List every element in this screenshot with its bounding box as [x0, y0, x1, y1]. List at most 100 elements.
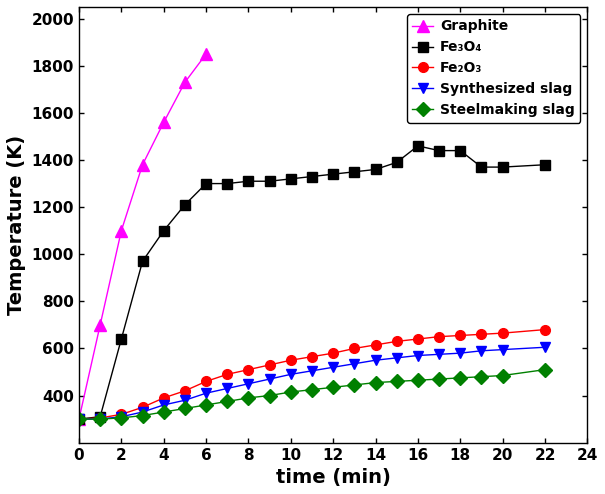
Steelmaking slag	[224, 399, 231, 405]
Fe₂O₃	[182, 388, 189, 394]
Steelmaking slag	[182, 406, 189, 412]
Line: Fe₃O₄: Fe₃O₄	[74, 141, 550, 424]
Fe₂O₃	[203, 378, 210, 384]
Fe₃O₄	[457, 148, 464, 154]
Fe₃O₄	[118, 336, 125, 342]
Steelmaking slag	[287, 389, 295, 395]
Synthesized slag	[372, 357, 379, 363]
Graphite	[182, 80, 189, 85]
X-axis label: time (min): time (min)	[276, 468, 391, 487]
Line: Graphite: Graphite	[73, 48, 212, 425]
Fe₂O₃	[97, 415, 104, 421]
Steelmaking slag	[414, 377, 422, 383]
Steelmaking slag	[160, 409, 168, 415]
Fe₂O₃	[478, 331, 485, 337]
Synthesized slag	[287, 371, 295, 377]
Fe₃O₄	[541, 162, 549, 167]
Fe₃O₄	[436, 148, 443, 154]
Synthesized slag	[182, 397, 189, 403]
Synthesized slag	[97, 416, 104, 422]
Graphite	[76, 416, 83, 422]
Synthesized slag	[414, 353, 422, 359]
Line: Fe₂O₃: Fe₂O₃	[74, 325, 550, 424]
Synthesized slag	[499, 347, 506, 353]
Synthesized slag	[118, 414, 125, 420]
Synthesized slag	[160, 402, 168, 408]
Fe₂O₃	[541, 327, 549, 332]
Synthesized slag	[351, 361, 358, 367]
Steelmaking slag	[478, 374, 485, 380]
Synthesized slag	[330, 364, 337, 370]
Steelmaking slag	[139, 412, 146, 418]
Fe₃O₄	[266, 178, 273, 184]
Line: Synthesized slag: Synthesized slag	[74, 342, 550, 424]
Fe₃O₄	[224, 181, 231, 187]
Fe₂O₃	[414, 336, 422, 342]
Fe₂O₃	[76, 416, 83, 422]
Fe₃O₄	[203, 181, 210, 187]
Steelmaking slag	[266, 393, 273, 399]
Steelmaking slag	[330, 384, 337, 390]
Graphite	[139, 162, 146, 167]
Fe₃O₄	[97, 414, 104, 420]
Fe₃O₄	[330, 171, 337, 177]
Steelmaking slag	[372, 379, 379, 385]
Fe₂O₃	[139, 405, 146, 411]
Fe₃O₄	[393, 160, 401, 165]
Fe₂O₃	[160, 395, 168, 401]
Fe₃O₄	[182, 202, 189, 208]
Steelmaking slag	[76, 416, 83, 422]
Steelmaking slag	[118, 415, 125, 421]
Fe₃O₄	[309, 173, 316, 179]
Steelmaking slag	[351, 382, 358, 388]
Fe₂O₃	[330, 350, 337, 356]
Fe₂O₃	[457, 332, 464, 338]
Legend: Graphite, Fe₃O₄, Fe₂O₃, Synthesized slag, Steelmaking slag: Graphite, Fe₃O₄, Fe₂O₃, Synthesized slag…	[407, 14, 580, 123]
Fe₂O₃	[118, 412, 125, 417]
Fe₂O₃	[351, 345, 358, 351]
Synthesized slag	[139, 409, 146, 415]
Synthesized slag	[436, 351, 443, 357]
Fe₂O₃	[499, 330, 506, 336]
Fe₃O₄	[139, 258, 146, 264]
Graphite	[160, 120, 168, 125]
Fe₂O₃	[372, 342, 379, 348]
Synthesized slag	[457, 350, 464, 356]
Fe₂O₃	[436, 333, 443, 339]
Graphite	[203, 51, 210, 57]
Y-axis label: Temperature (K): Temperature (K)	[7, 135, 26, 315]
Synthesized slag	[203, 390, 210, 396]
Steelmaking slag	[393, 378, 401, 384]
Fe₃O₄	[160, 228, 168, 234]
Graphite	[97, 322, 104, 328]
Fe₂O₃	[393, 338, 401, 344]
Fe₃O₄	[499, 164, 506, 170]
Fe₂O₃	[309, 354, 316, 360]
Fe₃O₄	[414, 143, 422, 149]
Synthesized slag	[393, 355, 401, 361]
Synthesized slag	[245, 381, 252, 387]
Graphite	[118, 228, 125, 234]
Synthesized slag	[478, 348, 485, 354]
Synthesized slag	[266, 376, 273, 382]
Steelmaking slag	[541, 367, 549, 372]
Fe₃O₄	[287, 176, 295, 182]
Steelmaking slag	[309, 387, 316, 393]
Fe₂O₃	[245, 367, 252, 372]
Steelmaking slag	[245, 395, 252, 401]
Fe₃O₄	[478, 164, 485, 170]
Steelmaking slag	[97, 416, 104, 422]
Synthesized slag	[309, 368, 316, 374]
Steelmaking slag	[457, 375, 464, 381]
Steelmaking slag	[436, 376, 443, 382]
Synthesized slag	[541, 344, 549, 350]
Fe₃O₄	[245, 178, 252, 184]
Steelmaking slag	[203, 402, 210, 408]
Fe₃O₄	[76, 416, 83, 422]
Fe₂O₃	[287, 357, 295, 363]
Line: Steelmaking slag: Steelmaking slag	[74, 365, 550, 424]
Steelmaking slag	[499, 372, 506, 378]
Synthesized slag	[224, 385, 231, 391]
Synthesized slag	[76, 416, 83, 422]
Fe₂O₃	[224, 371, 231, 377]
